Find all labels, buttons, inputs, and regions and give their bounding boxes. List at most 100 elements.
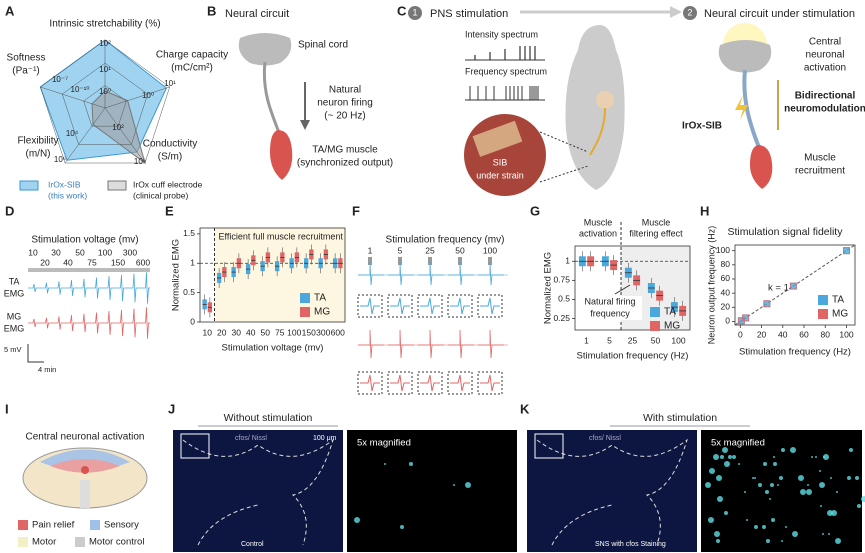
cfos-cell bbox=[763, 462, 767, 466]
label: Motor bbox=[32, 537, 56, 548]
point bbox=[843, 247, 851, 255]
cfos-cell bbox=[720, 455, 724, 459]
point bbox=[742, 314, 750, 322]
legend-swatch bbox=[18, 537, 28, 547]
cfos-cell bbox=[785, 526, 787, 528]
device bbox=[472, 120, 523, 157]
label: 300 bbox=[123, 247, 137, 257]
arrowhead bbox=[300, 120, 310, 130]
cfos-cell bbox=[384, 463, 386, 465]
muscle bbox=[750, 145, 773, 189]
label: recruitment bbox=[795, 166, 845, 177]
x-tick-label: 600 bbox=[331, 327, 345, 337]
step-badge bbox=[408, 6, 422, 20]
label: Spinal cord bbox=[298, 40, 348, 51]
radar-tick: 10⁴ bbox=[66, 129, 79, 138]
x-tick-label: 1 bbox=[584, 335, 589, 345]
zoom-box bbox=[477, 371, 503, 395]
legend-swatch bbox=[300, 293, 310, 303]
label: 30 bbox=[51, 247, 61, 257]
label: (synchronized output) bbox=[297, 158, 393, 169]
y-axis-label: Neuron output frequency (Hz) bbox=[706, 226, 716, 345]
cfos-cell bbox=[800, 489, 806, 495]
label: 75 bbox=[87, 257, 97, 267]
cfos-cell bbox=[830, 477, 832, 479]
radar-grid bbox=[40, 39, 170, 164]
label: Intensity spectrum bbox=[465, 29, 538, 39]
y-axis-label: Normalized EMG bbox=[543, 252, 554, 324]
label: under strain bbox=[476, 170, 524, 180]
label: 20 bbox=[40, 257, 50, 267]
cfos-cell bbox=[811, 456, 813, 458]
zoom-box bbox=[357, 371, 383, 395]
legend-label: TA bbox=[664, 307, 676, 318]
ta-trace bbox=[28, 272, 150, 304]
label: MG bbox=[7, 311, 22, 321]
zoom-box bbox=[387, 294, 413, 318]
radar-tick: 10⁻¹⁰ bbox=[71, 85, 90, 94]
label: 100 bbox=[98, 247, 112, 257]
x-tick-label: 0 bbox=[738, 329, 743, 339]
motor-control bbox=[80, 480, 90, 508]
legend-label: TA bbox=[832, 295, 844, 306]
cfos-cell bbox=[758, 483, 762, 487]
label: 600 bbox=[136, 257, 150, 267]
muscle bbox=[270, 130, 293, 180]
label: PNS stimulation bbox=[430, 8, 508, 20]
label: SNS with cfos Staining bbox=[595, 541, 666, 548]
x-tick-label: 50 bbox=[261, 327, 271, 337]
tick-strip bbox=[458, 257, 462, 265]
cfos-cell bbox=[400, 525, 404, 529]
x-tick-label: 100 bbox=[287, 327, 301, 337]
point bbox=[763, 300, 771, 308]
cfos-cell bbox=[453, 484, 455, 486]
micrograph bbox=[173, 430, 343, 552]
mg-zoom bbox=[390, 374, 410, 392]
label: Conductivity bbox=[143, 139, 197, 150]
legend-swatch bbox=[19, 180, 39, 191]
y-tick-label: 80 bbox=[721, 259, 731, 269]
label: Pain relief bbox=[32, 520, 75, 531]
y-tick-label: 0.5 bbox=[183, 287, 195, 297]
label: 150 bbox=[111, 257, 125, 267]
label: Without stimulation bbox=[224, 412, 313, 424]
spinal-cord bbox=[718, 40, 772, 73]
panel-letter: F bbox=[352, 203, 360, 218]
spinal-cord bbox=[238, 33, 292, 66]
label: 1 bbox=[368, 245, 373, 255]
cfos-cell bbox=[465, 482, 471, 488]
cfos-cell bbox=[807, 484, 809, 486]
y-tick-label: 0.5 bbox=[558, 294, 570, 304]
x-tick-label: 150 bbox=[302, 327, 316, 337]
cfos-cell bbox=[765, 490, 769, 494]
x-tick-label: 10 bbox=[203, 327, 213, 337]
label: neuron firing bbox=[317, 98, 373, 109]
label: Efficient full muscle recruitment bbox=[219, 231, 344, 241]
legend-label: MG bbox=[832, 309, 848, 320]
label: filtering effect bbox=[629, 228, 683, 238]
label: (clinical probe) bbox=[133, 190, 188, 200]
label: Central neuronal activation bbox=[26, 432, 145, 443]
cfos-cell bbox=[714, 531, 720, 537]
legend-label: TA bbox=[314, 293, 326, 304]
zoom-box bbox=[417, 371, 443, 395]
nerve bbox=[589, 107, 606, 156]
cfos-cell bbox=[836, 491, 838, 493]
x-tick-label: 40 bbox=[778, 329, 788, 339]
panel-letter: K bbox=[520, 401, 530, 416]
mg-spike bbox=[478, 329, 504, 359]
y-tick-label: 0 bbox=[725, 316, 730, 326]
mg-spike bbox=[448, 329, 474, 359]
mg-spike bbox=[388, 329, 414, 359]
radar-tick: 10⁶ bbox=[54, 155, 66, 164]
cfos-cell bbox=[762, 525, 766, 529]
canal bbox=[81, 466, 89, 474]
cfos-cell bbox=[849, 448, 853, 452]
panel-letter: B bbox=[207, 3, 216, 18]
legend-swatch bbox=[300, 307, 310, 317]
zoom-box bbox=[387, 371, 413, 395]
label: Natural firing bbox=[584, 296, 635, 306]
ta-spike bbox=[418, 261, 444, 286]
y-tick-label: 0 bbox=[190, 316, 195, 326]
cfos-cell bbox=[716, 475, 722, 481]
